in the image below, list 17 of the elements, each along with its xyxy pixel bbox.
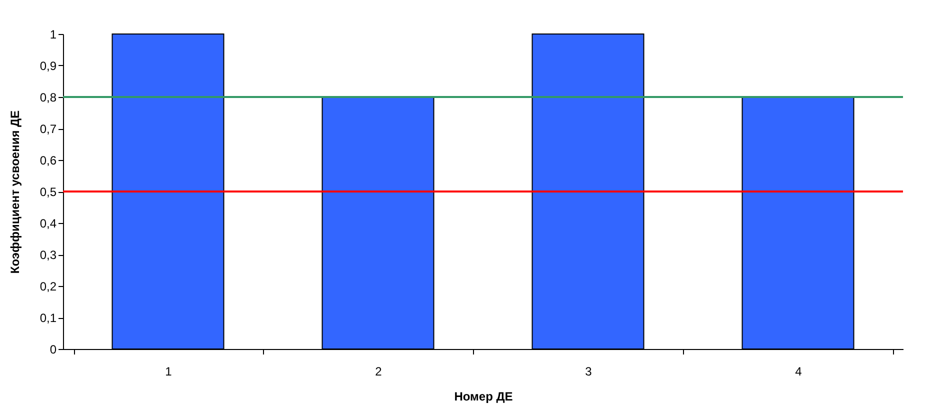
y-tick-label: 0,8 [40, 90, 57, 104]
x-axis-title: Номер ДЕ [454, 390, 513, 404]
y-tick-label: 0,2 [40, 280, 57, 294]
x-tick-label: 3 [585, 364, 592, 378]
y-tick-label: 0,7 [40, 122, 57, 136]
y-tick-label: 0,6 [40, 154, 57, 168]
y-tick-label: 0,4 [40, 216, 57, 230]
y-tick-label: 0,1 [40, 311, 57, 325]
y-tick-label: 0,9 [40, 59, 57, 73]
y-axis-title: Коэффициент усвоения ДЕ [8, 110, 22, 274]
y-tick-label: 1 [50, 28, 57, 42]
y-tick-label: 0,3 [40, 248, 57, 262]
x-tick-label: 1 [165, 364, 172, 378]
y-tick-label: 0,5 [40, 185, 57, 199]
x-tick-label: 2 [375, 364, 382, 378]
y-tick-label: 0 [50, 342, 57, 356]
x-tick-label: 4 [795, 364, 802, 378]
